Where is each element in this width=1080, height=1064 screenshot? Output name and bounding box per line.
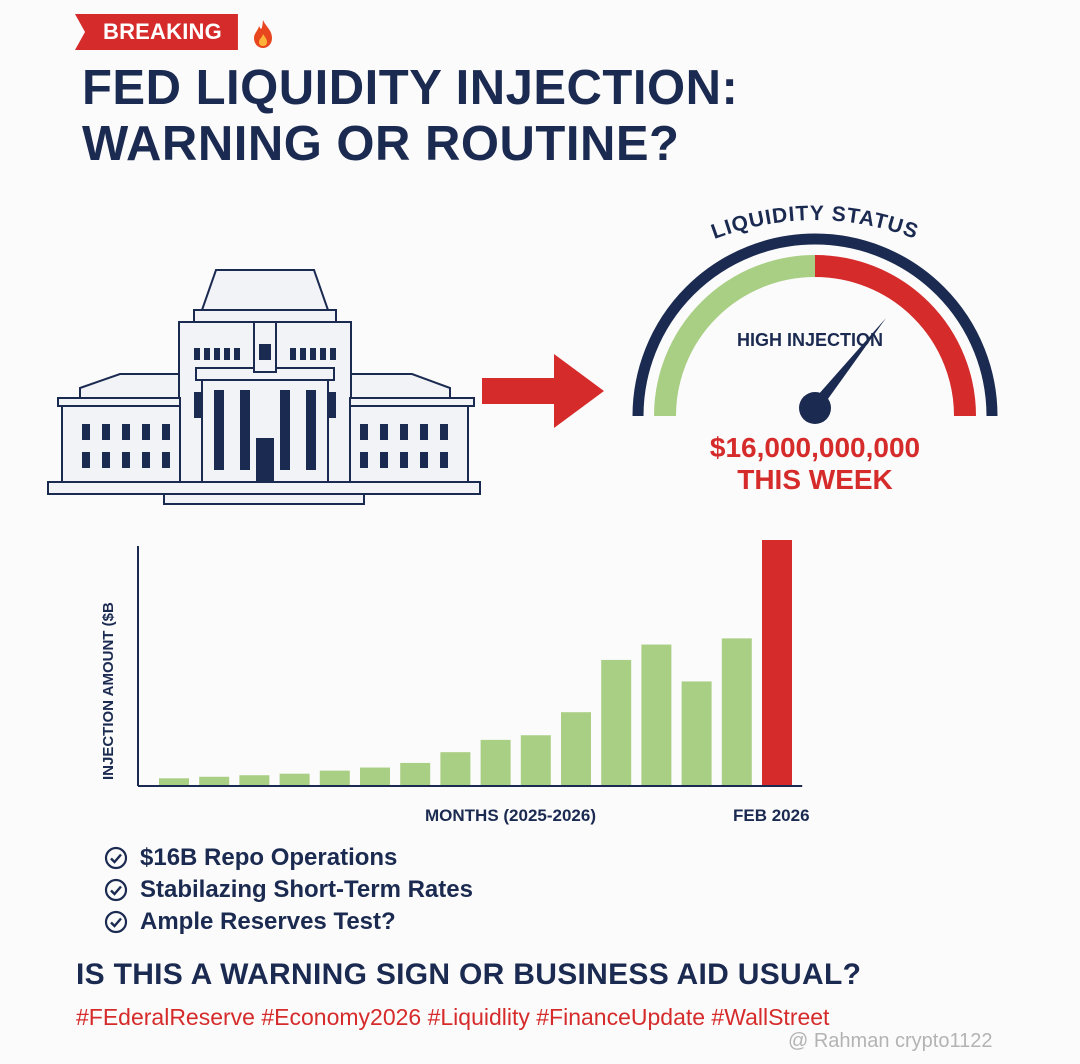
headline-line-1: FED LIQUIDITY INJECTION: bbox=[82, 61, 739, 115]
checklist-item: Ample Reserves Test? bbox=[104, 906, 473, 938]
x-axis-label: MONTHS (2025-2026) bbox=[425, 806, 597, 825]
amount-period: THIS WEEK bbox=[737, 464, 893, 495]
check-circle-icon bbox=[104, 846, 128, 870]
federal-reserve-building-icon bbox=[47, 269, 481, 505]
bar bbox=[199, 776, 230, 786]
amount-value: $16,000,000,000 bbox=[709, 432, 921, 463]
checklist-item: $16B Repo Operations bbox=[104, 842, 473, 874]
bar-feb-2026 bbox=[762, 540, 792, 786]
headline-line-2: WARNING OR ROUTINE? bbox=[82, 117, 680, 171]
hashtags: #FEderalReserve #Economy2026 #Liquidlity… bbox=[76, 1004, 830, 1030]
bar bbox=[159, 778, 189, 786]
bar bbox=[480, 739, 511, 786]
bar bbox=[601, 659, 632, 786]
breaking-badge: BREAKING bbox=[75, 14, 238, 50]
bar bbox=[319, 770, 350, 786]
check-circle-icon bbox=[104, 878, 128, 902]
bar bbox=[360, 767, 390, 786]
checklist: $16B Repo Operations Stabilazing Short-T… bbox=[104, 842, 473, 938]
fire-icon bbox=[254, 20, 272, 48]
checklist-item-label: $16B Repo Operations bbox=[140, 844, 398, 871]
watermark: @ Rahman crypto1122 bbox=[788, 1030, 993, 1052]
headline: FED LIQUIDITY INJECTION: WARNING OR ROUT… bbox=[82, 60, 738, 172]
bar bbox=[239, 775, 270, 786]
bar bbox=[721, 638, 752, 786]
right-arrow-icon bbox=[482, 354, 604, 428]
checklist-item: Stabilazing Short-Term Rates bbox=[104, 874, 473, 906]
gauge-label: HIGH INJECTION bbox=[736, 330, 883, 350]
bar bbox=[681, 681, 712, 786]
bar bbox=[641, 644, 672, 786]
injection-bar-chart bbox=[137, 540, 803, 787]
closing-question: IS THIS A WARNING SIGN OR BUSINESS AID U… bbox=[76, 958, 862, 991]
bar bbox=[561, 712, 591, 786]
bar bbox=[400, 762, 431, 786]
bar bbox=[520, 735, 551, 786]
x-tick-label-feb-2026: FEB 2026 bbox=[733, 806, 810, 825]
check-circle-icon bbox=[104, 910, 128, 934]
y-axis-label: INJECTION AMOUNT ($B bbox=[100, 602, 117, 780]
checklist-item-label: Ample Reserves Test? bbox=[140, 908, 396, 935]
checklist-item-label: Stabilazing Short-Term Rates bbox=[140, 876, 473, 903]
bar bbox=[440, 752, 471, 786]
liquidity-gauge: LIQUIDITY STATUS bbox=[632, 202, 998, 424]
bar bbox=[279, 773, 310, 786]
injection-amount: $16,000,000,000 THIS WEEK bbox=[640, 432, 990, 496]
